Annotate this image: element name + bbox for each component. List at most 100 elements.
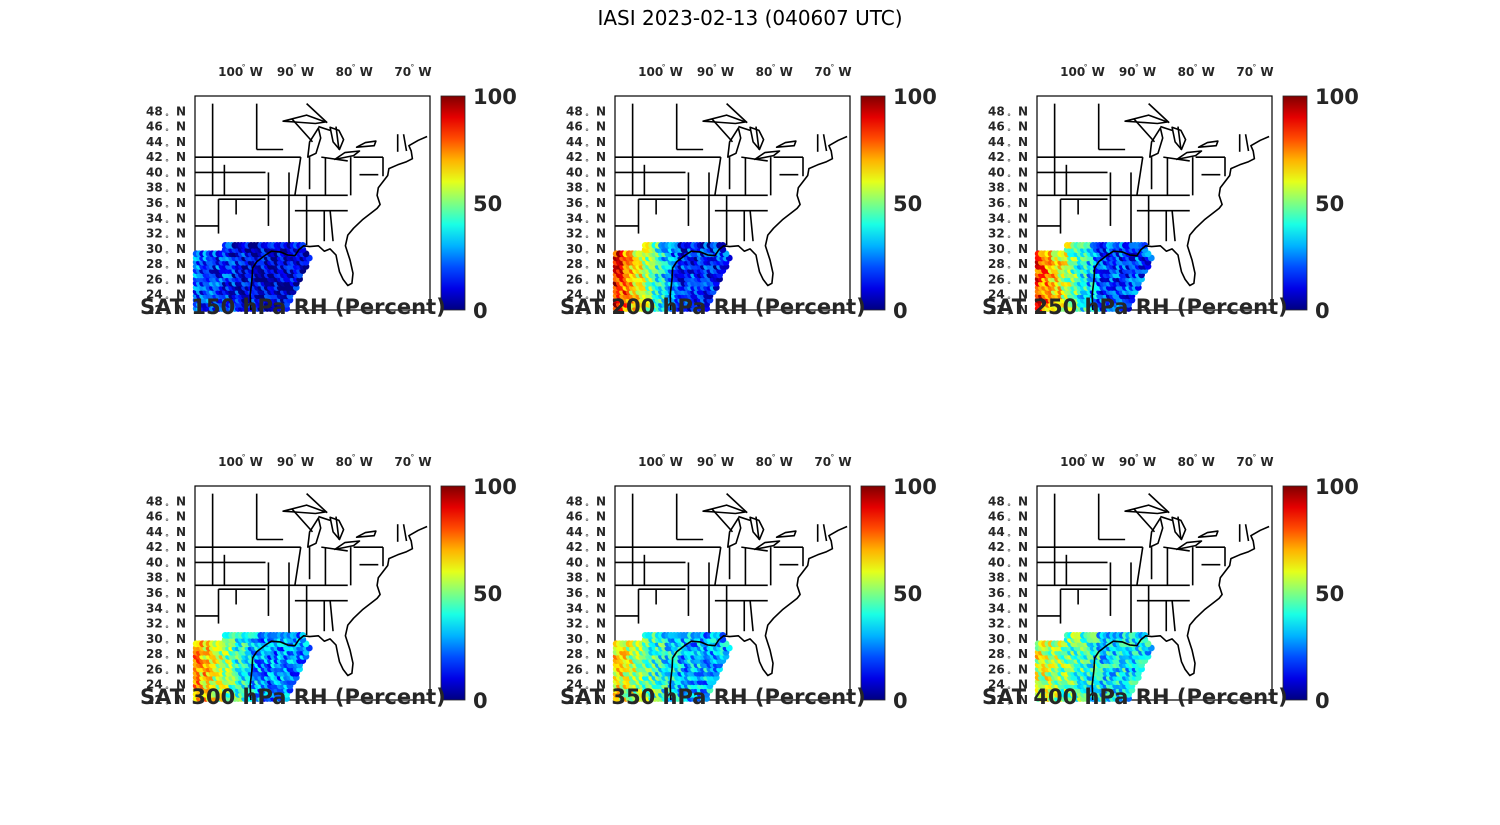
lat-hemisphere-label: N: [596, 601, 606, 615]
degree-mark: °: [585, 265, 589, 274]
lon-tick-label: 90: [1119, 65, 1136, 79]
colorbar-tick-label: 100: [473, 475, 517, 499]
degree-mark: °: [1007, 173, 1011, 182]
degree-mark: °: [165, 296, 169, 305]
lon-hemisphere-label: W: [418, 455, 431, 469]
lat-tick-label: 24: [988, 678, 1005, 692]
lat-hemisphere-label: N: [596, 617, 606, 631]
degree-mark: °: [1007, 204, 1011, 213]
degree-mark: °: [585, 579, 589, 588]
lat-tick-label: 22: [988, 303, 1005, 317]
rh-swath: [192, 242, 313, 312]
map-panel: 100 ° W 90 ° W 80 ° W 70 ° W 48 ° N 46 ° N 44 ° N 42 ° N 40 ° N 38 °…: [560, 60, 1040, 390]
great-lake: [702, 114, 747, 125]
lat-tick-label: 34: [988, 601, 1005, 615]
lat-tick-label: 28: [566, 257, 583, 271]
map-panel: 100 ° W 90 ° W 80 ° W 70 ° W 48 ° N 46 ° N 44 ° N 42 ° N 40 ° N 38 °…: [140, 450, 620, 780]
lat-hemisphere-label: N: [1018, 525, 1028, 539]
lat-hemisphere-label: N: [1018, 181, 1028, 195]
lon-tick-label: 70: [394, 65, 411, 79]
degree-mark: °: [772, 63, 776, 72]
lat-hemisphere-label: N: [596, 586, 606, 600]
lat-hemisphere-label: N: [1018, 693, 1028, 707]
degree-mark: °: [352, 63, 356, 72]
lat-hemisphere-label: N: [1018, 647, 1028, 661]
great-lake: [334, 150, 361, 161]
lat-hemisphere-label: N: [596, 120, 606, 134]
colorbar-tick-label: 0: [893, 689, 908, 713]
degree-mark: °: [1135, 63, 1139, 72]
great-lake: [1176, 540, 1203, 551]
lat-hemisphere-label: N: [1018, 662, 1028, 676]
panel-caption: SAT 200 hPa RH (Percent): [560, 295, 866, 319]
lat-hemisphere-label: N: [1018, 288, 1028, 302]
degree-mark: °: [1007, 502, 1011, 511]
lat-hemisphere-label: N: [596, 242, 606, 256]
lat-tick-label: 46: [146, 510, 163, 524]
degree-mark: °: [1007, 548, 1011, 557]
lat-hemisphere-label: N: [596, 632, 606, 646]
lat-tick-label: 32: [146, 617, 163, 631]
degree-mark: °: [1007, 701, 1011, 710]
degree-mark: °: [165, 533, 169, 542]
great-lake: [282, 114, 327, 125]
lat-hemisphere-label: N: [596, 257, 606, 271]
lon-hemisphere-label: W: [1092, 65, 1105, 79]
lat-hemisphere-label: N: [596, 181, 606, 195]
lon-tick-label: 90: [277, 455, 294, 469]
lat-hemisphere-label: N: [176, 135, 186, 149]
lat-hemisphere-label: N: [596, 135, 606, 149]
degree-mark: °: [165, 173, 169, 182]
lat-tick-label: 32: [988, 617, 1005, 631]
lon-hemisphere-label: W: [721, 65, 734, 79]
coastline: [1091, 135, 1270, 311]
colorbar: [1282, 95, 1308, 311]
lat-hemisphere-label: N: [176, 647, 186, 661]
degree-mark: °: [165, 189, 169, 198]
lat-hemisphere-label: N: [176, 510, 186, 524]
lat-tick-label: 42: [566, 150, 583, 164]
lon-tick-label: 90: [697, 65, 714, 79]
lat-tick-label: 44: [988, 135, 1005, 149]
lat-tick-label: 36: [566, 196, 583, 210]
lon-tick-label: 100: [1060, 455, 1085, 469]
degree-mark: °: [585, 701, 589, 710]
lon-hemisphere-label: W: [360, 65, 373, 79]
great-lake: [1197, 530, 1219, 538]
degree-mark: °: [585, 502, 589, 511]
degree-mark: °: [1007, 670, 1011, 679]
degree-mark: °: [585, 563, 589, 572]
map-svg: 100° W 90 ° W 80 ° W 70 ° W48 ° N46 ° N44 ° N42 ° N40 ° N38 °…: [146, 453, 517, 713]
map-svg: 100° W 90 ° W 80 ° W 70 ° W48 ° N46 ° N44 ° N42 ° N40 ° N38 °…: [566, 63, 937, 323]
lat-tick-label: 26: [988, 272, 1005, 286]
lon-tick-label: 90: [277, 65, 294, 79]
degree-mark: °: [165, 502, 169, 511]
great-lake: [282, 504, 327, 515]
great-lake: [334, 540, 361, 551]
colorbar-tick-label: 0: [893, 299, 908, 323]
degree-mark: °: [165, 548, 169, 557]
lat-tick-label: 48: [566, 494, 583, 508]
degree-mark: °: [352, 453, 356, 462]
degree-mark: °: [585, 609, 589, 618]
lat-hemisphere-label: N: [176, 150, 186, 164]
degree-mark: °: [1007, 235, 1011, 244]
lat-tick-label: 42: [988, 540, 1005, 554]
lat-tick-label: 48: [146, 494, 163, 508]
lat-hemisphere-label: N: [596, 227, 606, 241]
lat-tick-label: 22: [566, 693, 583, 707]
lat-tick-label: 46: [566, 120, 583, 134]
degree-mark: °: [1194, 63, 1198, 72]
colorbar-tick-label: 0: [473, 299, 488, 323]
great-lake: [307, 517, 322, 548]
colorbar-tick-label: 50: [473, 192, 502, 216]
degree-mark: °: [830, 63, 834, 72]
lat-hemisphere-label: N: [176, 617, 186, 631]
lat-hemisphere-label: N: [596, 150, 606, 164]
lat-hemisphere-label: N: [1018, 120, 1028, 134]
degree-mark: °: [165, 670, 169, 679]
degree-mark: °: [585, 235, 589, 244]
degree-mark: °: [165, 311, 169, 320]
lat-hemisphere-label: N: [176, 601, 186, 615]
degree-mark: °: [165, 265, 169, 274]
